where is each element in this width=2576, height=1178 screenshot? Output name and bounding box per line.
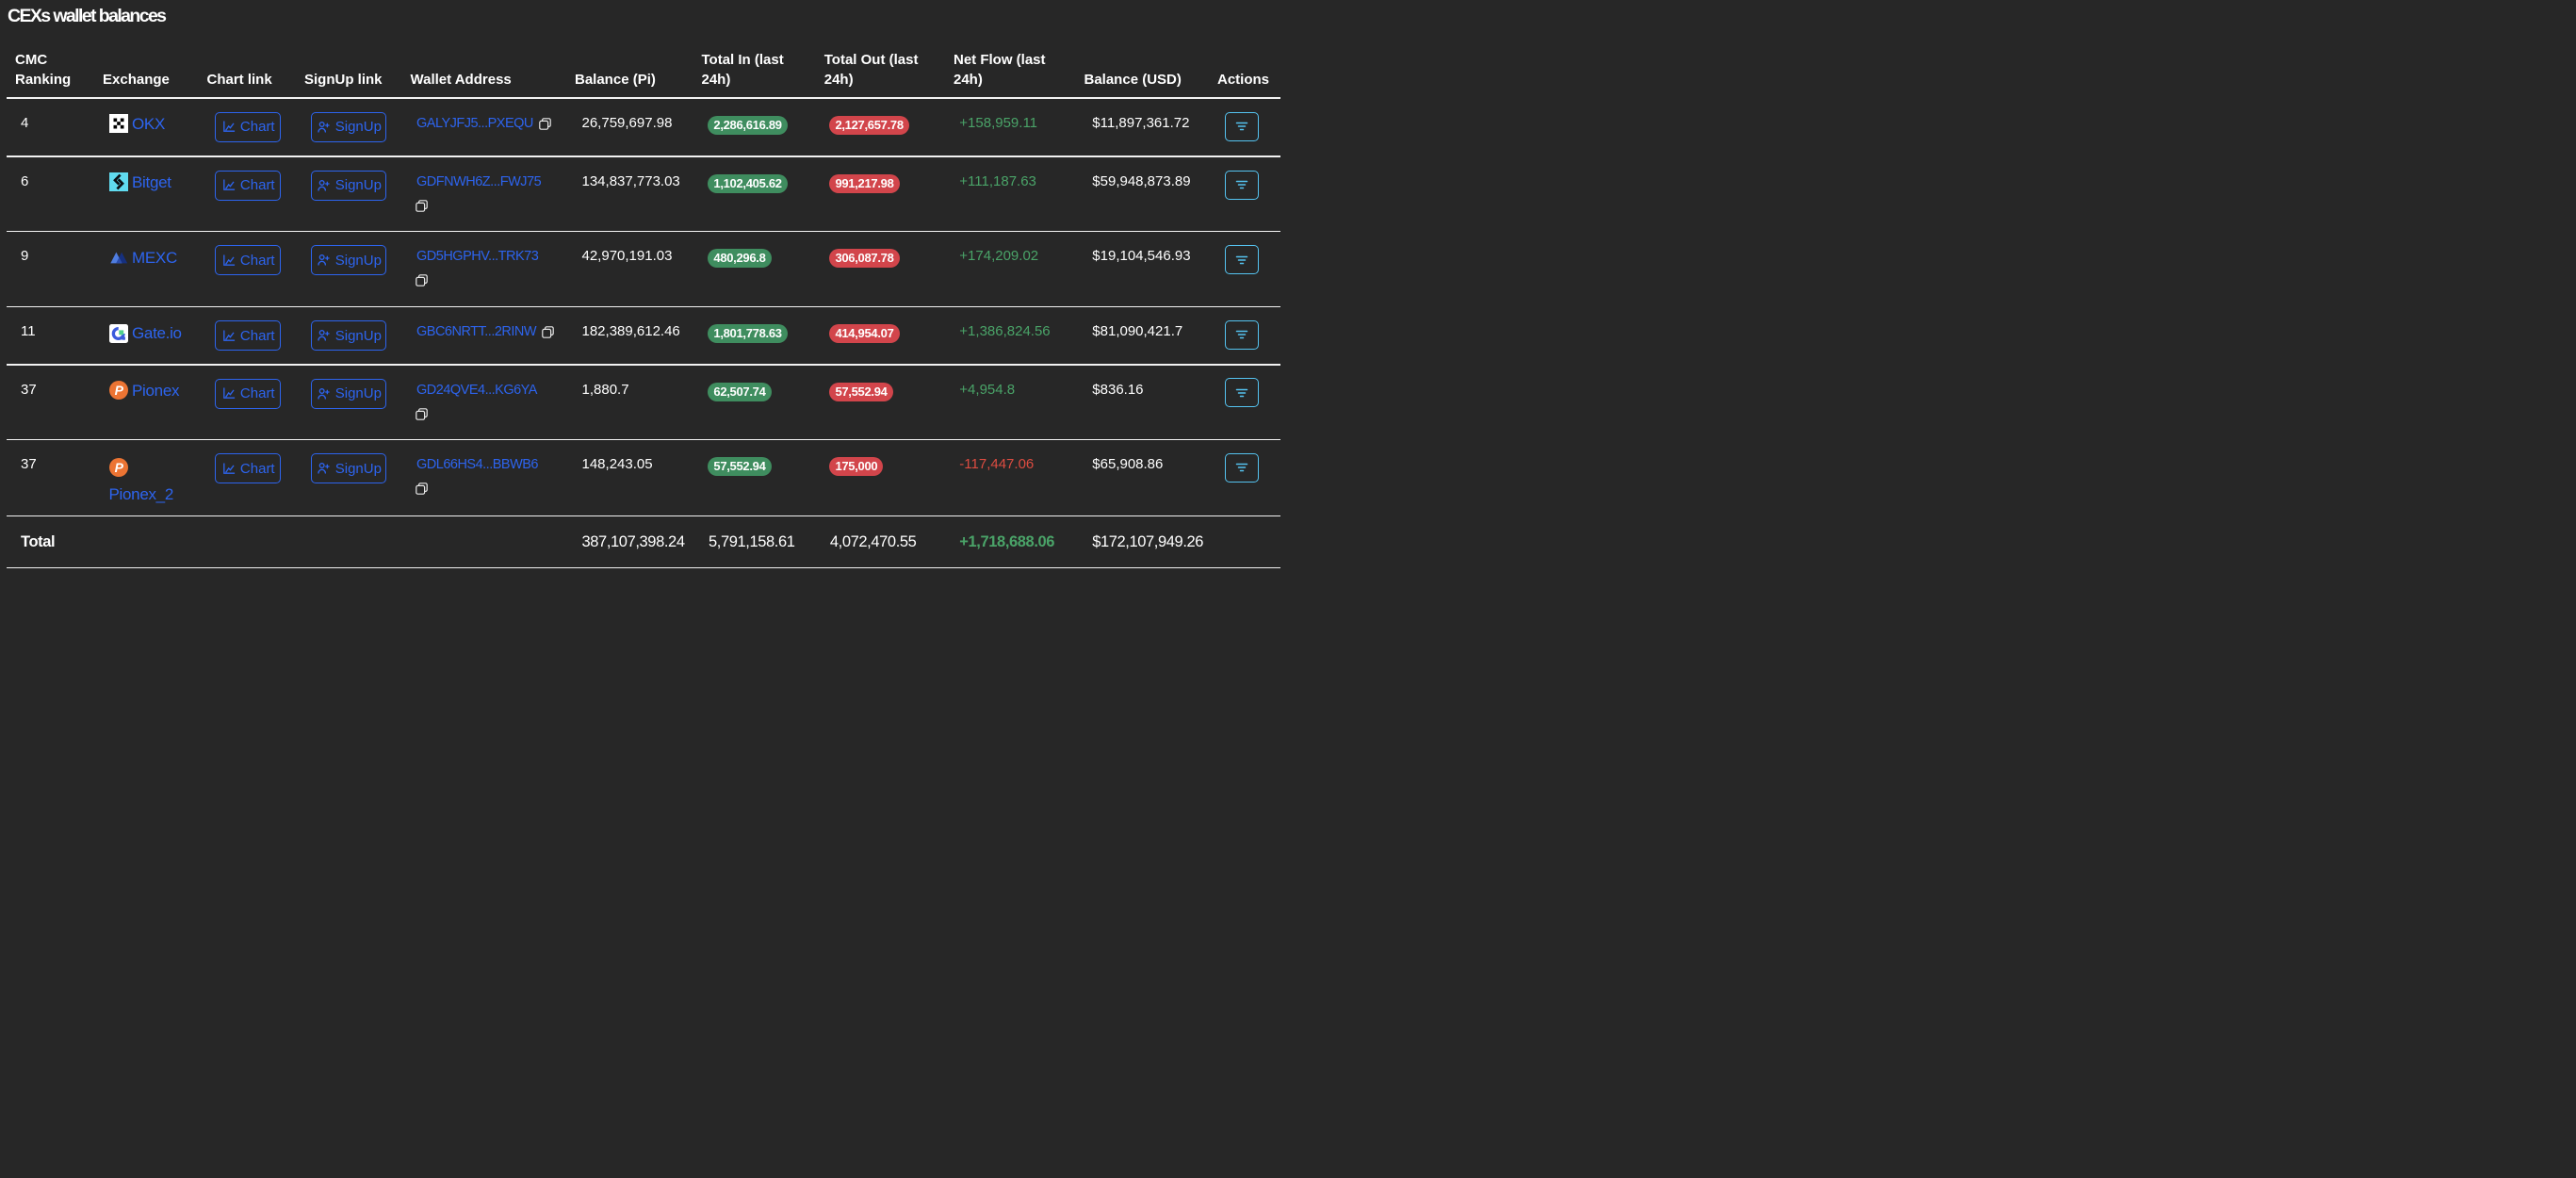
svg-text:P: P <box>114 383 123 398</box>
svg-text:P: P <box>114 460 123 475</box>
